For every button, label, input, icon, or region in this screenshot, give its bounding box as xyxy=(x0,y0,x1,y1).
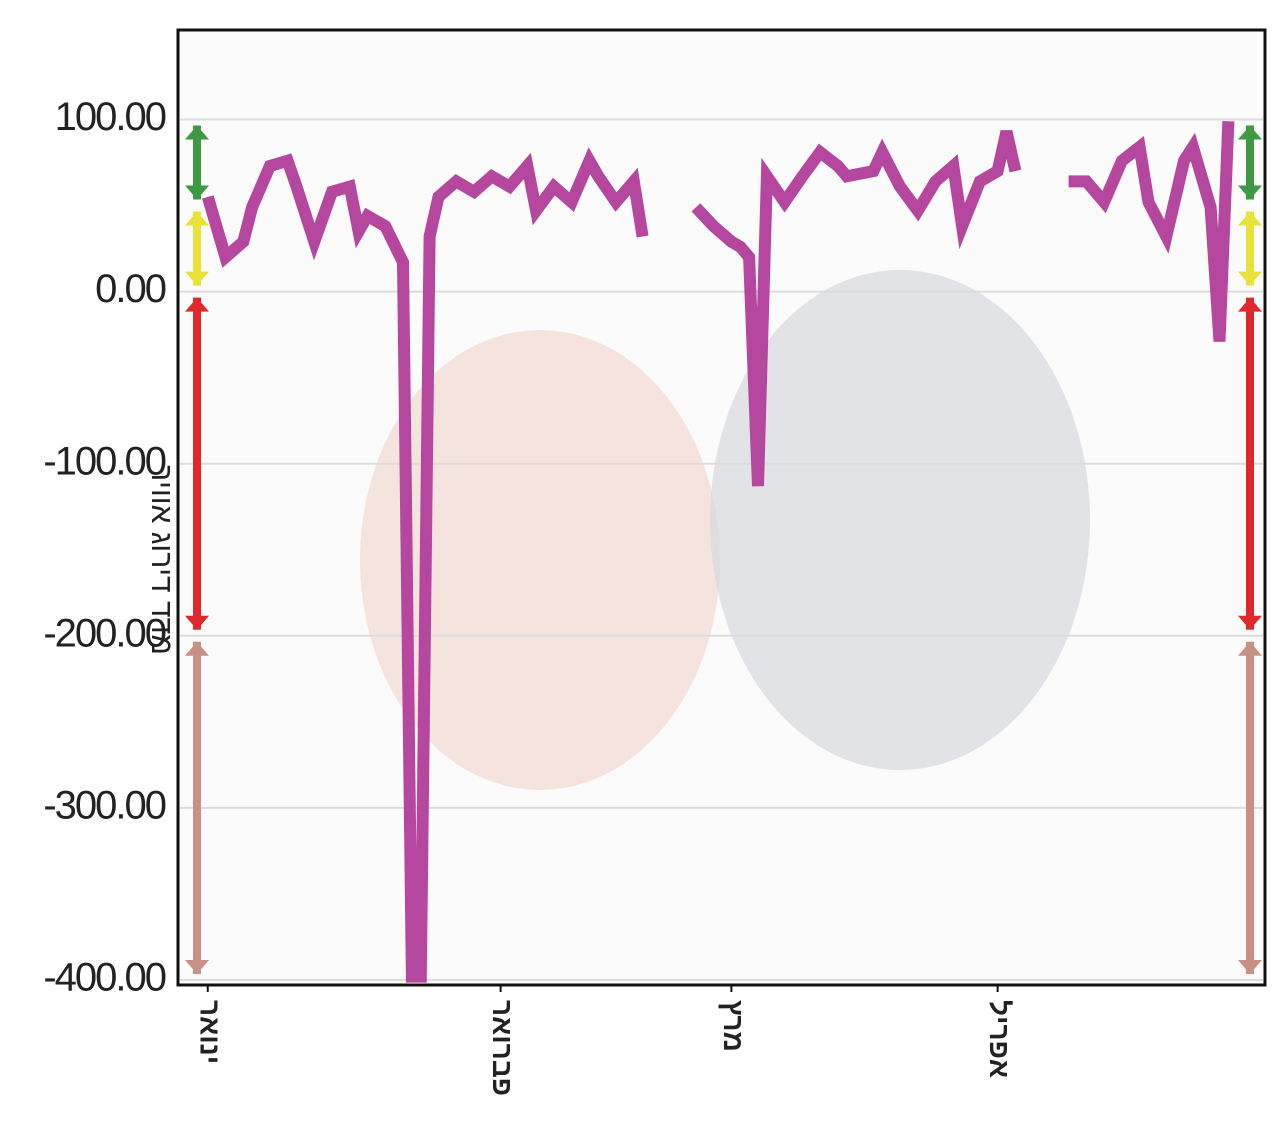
y-tick-label: -400.00 xyxy=(43,956,165,1000)
y-axis-label: מדד דירוג אוויר xyxy=(145,465,178,655)
y-tick-label: 0.00 xyxy=(95,267,166,311)
x-tick-label: פברואר xyxy=(487,1000,518,1096)
y-tick-label: -200.00 xyxy=(43,611,165,655)
watermark-leaf xyxy=(360,330,720,790)
x-tick-label: אפריל xyxy=(984,1000,1015,1078)
y-tick-label: -100.00 xyxy=(43,439,165,483)
x-tick-label: ינואר xyxy=(194,1000,225,1064)
y-tick-label: -300.00 xyxy=(43,783,165,827)
data-line xyxy=(202,120,1235,983)
watermark-leaf xyxy=(710,270,1090,770)
x-tick-label: מרץ xyxy=(718,1000,749,1052)
y-tick-label: 100.00 xyxy=(55,95,166,139)
